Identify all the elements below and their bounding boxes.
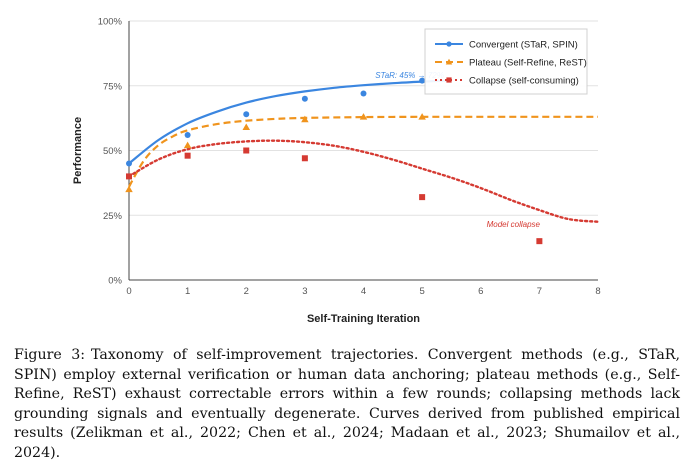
data-point-series-2 xyxy=(183,141,192,149)
legend-label: Collapse (self-consuming) xyxy=(469,76,579,87)
caption-text: Taxonomy of self-improvement trajectorie… xyxy=(14,347,680,461)
data-point-series-1 xyxy=(243,111,250,118)
figure: 0% 25% 50% 75% 100% 0 1 2 3 4 5 6 7 8 Self-Training It… xyxy=(72,17,601,326)
data-point-series-1 xyxy=(419,77,426,84)
x-tick-label: 2 xyxy=(244,286,249,297)
legend-label: Convergent (STaR, SPIN) xyxy=(469,40,578,51)
y-axis-label: Performance xyxy=(72,117,84,184)
x-tick-label: 7 xyxy=(537,286,542,297)
series-line-3 xyxy=(127,139,600,223)
data-point-series-1 xyxy=(184,131,191,138)
x-tick-label: 4 xyxy=(361,286,366,297)
series-line-1 xyxy=(128,79,452,165)
y-tick-label: 0% xyxy=(108,276,122,287)
x-tick-label: 5 xyxy=(419,286,424,297)
legend-swatch-marker xyxy=(446,41,452,47)
x-axis-label: Self-Training Iteration xyxy=(307,313,420,325)
data-point-series-3 xyxy=(243,147,250,154)
y-tick-label: 25% xyxy=(103,211,123,222)
data-point-series-2 xyxy=(301,115,309,123)
data-point-series-1 xyxy=(360,90,367,97)
data-point-series-2 xyxy=(359,113,368,120)
data-point-series-2 xyxy=(242,123,250,131)
y-tick-label: 50% xyxy=(103,146,123,157)
x-tick-label: 3 xyxy=(302,286,307,297)
figure-caption: Figure 3: Taxonomy of self-improvement tr… xyxy=(14,346,680,464)
caption-label: Figure 3: xyxy=(14,347,86,363)
legend-swatch-marker xyxy=(445,58,453,65)
y-tick-label: 100% xyxy=(98,17,123,28)
legend-swatch-marker xyxy=(446,77,452,83)
annotation-2: Model collapse xyxy=(487,220,541,229)
data-point-series-1 xyxy=(301,95,308,102)
chart: 0% 25% 50% 75% 100% 0 1 2 3 4 5 6 7 8 Self-Training It… xyxy=(72,17,601,326)
annotation-1: STaR: 45% → 72% xyxy=(375,71,444,80)
data-point-series-1 xyxy=(126,160,132,167)
y-tick-label: 75% xyxy=(103,81,123,92)
legend-label: Plateau (Self-Refine, ReST) xyxy=(469,58,587,69)
data-point-series-2 xyxy=(125,185,133,193)
data-point-series-2 xyxy=(418,113,426,120)
x-tick-label: 6 xyxy=(478,286,483,297)
data-point-series-3 xyxy=(301,155,308,162)
series-line-2 xyxy=(128,115,598,188)
data-point-series-3 xyxy=(419,194,426,201)
x-tick-label: 8 xyxy=(595,286,600,297)
data-point-series-3 xyxy=(184,152,191,159)
x-tick-label: 0 xyxy=(126,286,131,297)
x-tick-label: 1 xyxy=(185,286,190,297)
data-point-series-3 xyxy=(536,238,543,245)
data-point-series-3 xyxy=(126,173,132,180)
